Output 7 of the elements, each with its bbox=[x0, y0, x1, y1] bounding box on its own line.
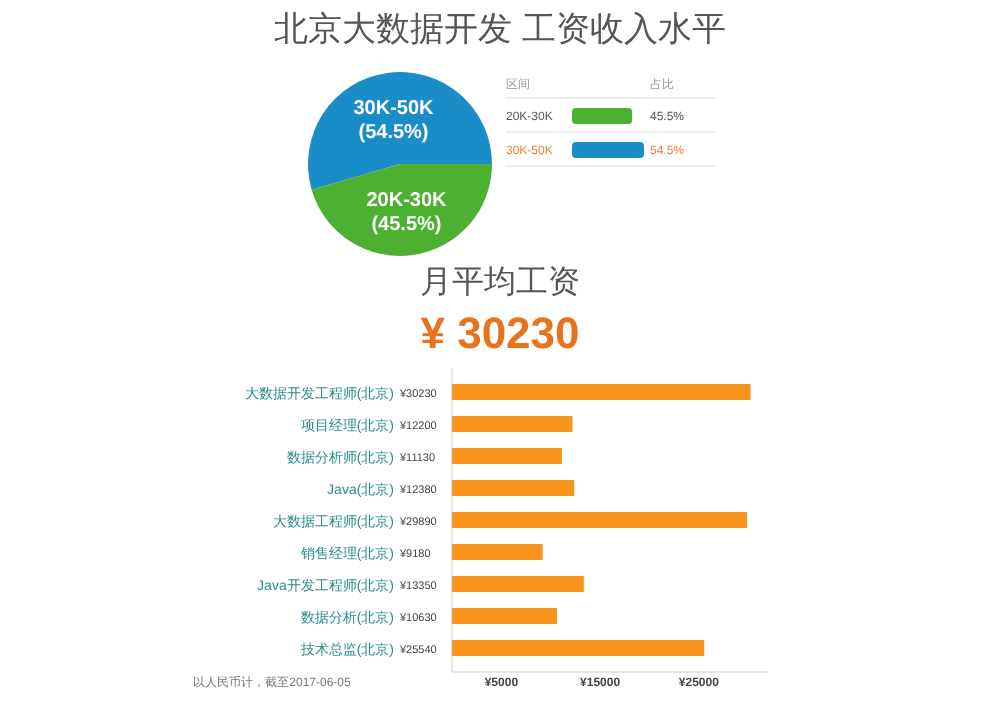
data-label: (45.5%) bbox=[371, 213, 442, 236]
chart-title: 北京大数据开发 工资收入水平 bbox=[274, 10, 726, 48]
data-label: (54.5%) bbox=[358, 122, 429, 145]
chart-title: 月平均工资 bbox=[420, 264, 580, 300]
slice-label: 20K-30K bbox=[366, 189, 449, 212]
slice-label: 30K-50K bbox=[353, 98, 436, 121]
chart-subtitle: ¥ 30230 bbox=[420, 308, 580, 358]
